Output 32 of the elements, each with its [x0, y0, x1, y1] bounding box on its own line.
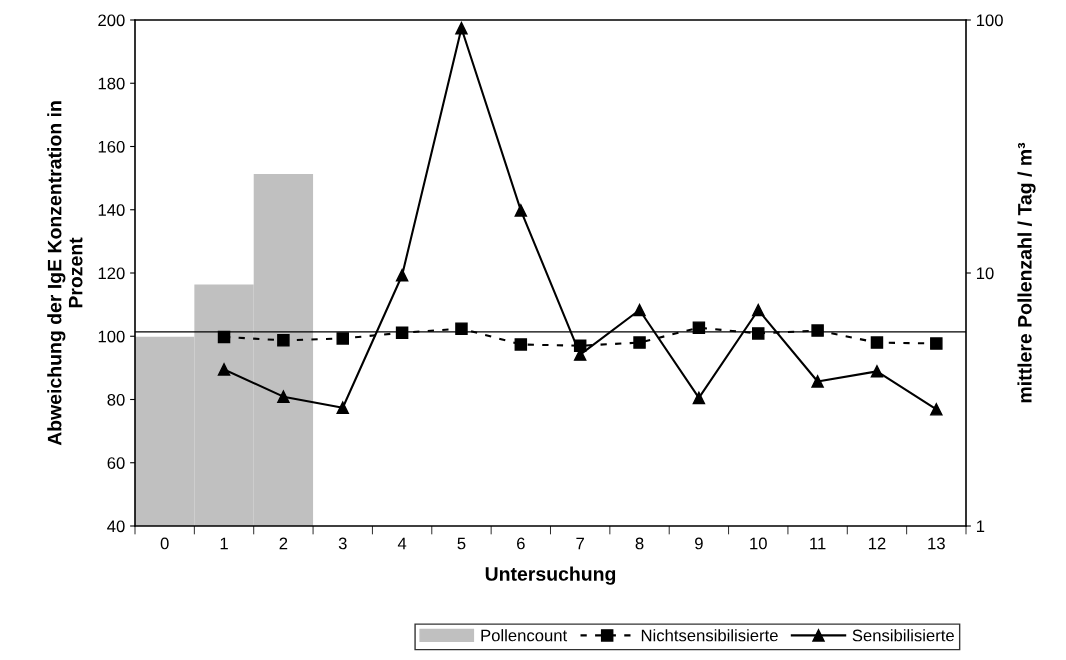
x-tick-label: 12 [868, 537, 886, 550]
y2-axis-title: mittlere Pollenzahl / Tag / m³ [1017, 142, 1036, 403]
x-tick-label: 8 [635, 537, 644, 550]
y-tick-label: 100 [98, 330, 125, 343]
x-tick-label: 2 [279, 537, 288, 550]
y-tick-label: 160 [98, 140, 125, 153]
legend-label: Pollencount [481, 629, 568, 642]
y-tick-label: 180 [98, 77, 125, 90]
x-tick-label: 3 [338, 537, 347, 550]
x-axis-title: Untersuchung [485, 566, 616, 585]
y2-tick-label: 100 [976, 14, 1003, 27]
y2-tick-label: 10 [976, 267, 994, 280]
x-tick-label: 6 [517, 537, 525, 550]
x-tick-label: 1 [220, 537, 228, 550]
y-tick-label: 200 [98, 14, 125, 27]
y-tick-label: 80 [107, 393, 125, 406]
x-tick-label: 13 [928, 537, 945, 550]
x-tick-label: 11 [810, 537, 826, 550]
y2-tick-label: 1 [976, 520, 985, 533]
y-tick-label: 60 [107, 457, 125, 469]
x-tick-label: 0 [160, 537, 169, 550]
y-tick-label: 120 [98, 267, 125, 280]
x-tick-label: 9 [695, 537, 703, 550]
x-tick-label: 7 [576, 537, 584, 550]
y-tick-label: 40 [107, 520, 125, 533]
y-axis-title: Abweichung der IgE Konzentration in Prozent [47, 101, 83, 446]
x-tick-label: 5 [457, 537, 466, 550]
x-tick-label: 10 [750, 537, 767, 550]
x-tick-label: 4 [397, 537, 407, 550]
legend-label: Sensibilisierte [852, 629, 954, 642]
legend-label: Nichtsensibilisierte [641, 629, 778, 642]
y-tick-label: 140 [98, 204, 125, 216]
